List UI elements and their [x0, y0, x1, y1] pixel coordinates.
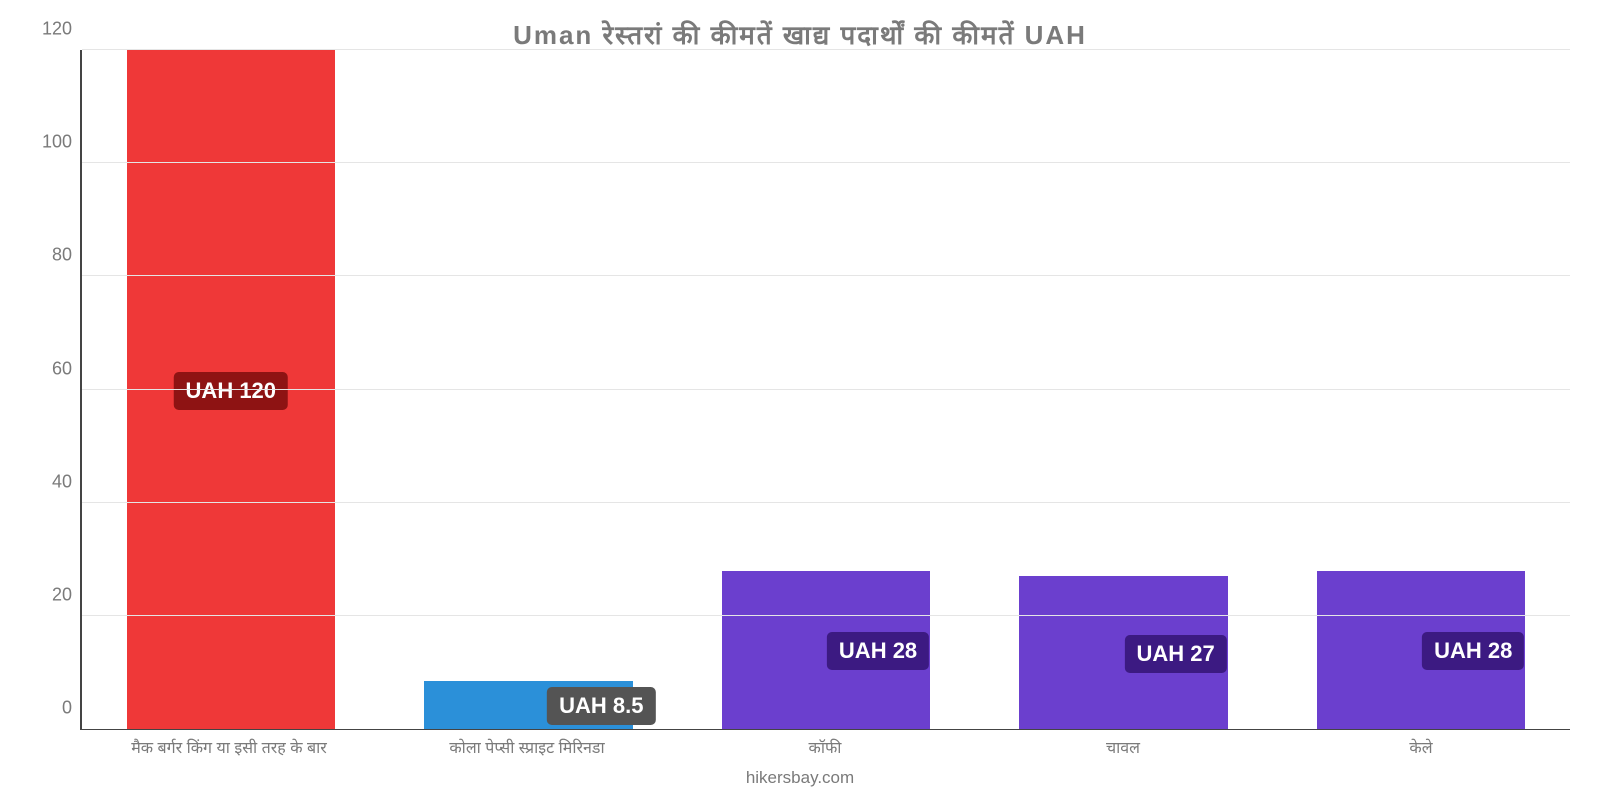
- y-tick-label: 20: [52, 584, 72, 605]
- bar-slot: UAH 28: [1272, 50, 1570, 729]
- x-tick-label: केले: [1272, 730, 1570, 758]
- bar: UAH 28: [1317, 571, 1525, 729]
- gridline: [82, 389, 1570, 390]
- gridline: [82, 615, 1570, 616]
- x-tick-label: कॉफी: [676, 730, 974, 758]
- bars-container: UAH 120 UAH 8.5 UAH 28 UAH 27 UAH 28: [82, 50, 1570, 729]
- bar: UAH 27: [1019, 576, 1227, 729]
- bar: UAH 28: [722, 571, 930, 729]
- price-chart: Uman रेस्तरां की कीमतें खाद्य पदार्थों क…: [0, 0, 1600, 800]
- bar: UAH 8.5: [424, 681, 632, 729]
- chart-title: Uman रेस्तरां की कीमतें खाद्य पदार्थों क…: [30, 16, 1570, 52]
- plot-area: UAH 120UAH 8.5UAH 28UAH 27UAH 28 0204060…: [80, 50, 1570, 730]
- bar-slot: UAH 27: [975, 50, 1273, 729]
- bar: UAH 120: [127, 50, 335, 729]
- y-tick-label: 120: [42, 19, 72, 40]
- y-tick-label: 40: [52, 471, 72, 492]
- bar-slot: UAH 120: [82, 50, 380, 729]
- chart-footer: hikersbay.com: [0, 768, 1600, 788]
- y-tick-label: 60: [52, 358, 72, 379]
- x-tick-label: मैक बर्गर किंग या इसी तरह के बार: [80, 730, 378, 758]
- value-badge: UAH 28: [1422, 632, 1524, 670]
- bar-slot: UAH 8.5: [380, 50, 678, 729]
- gridline: [82, 162, 1570, 163]
- value-badge: UAH 120: [174, 372, 288, 410]
- gridline: [82, 502, 1570, 503]
- y-tick-label: 100: [42, 132, 72, 153]
- gridline: [82, 49, 1570, 50]
- x-tick-label: कोला पेप्सी स्प्राइट मिरिनडा: [378, 730, 676, 758]
- bar-slot: UAH 28: [677, 50, 975, 729]
- value-badge: UAH 8.5: [547, 687, 655, 725]
- value-badge: UAH 28: [827, 632, 929, 670]
- value-badge: UAH 27: [1125, 635, 1227, 673]
- y-tick-label: 80: [52, 245, 72, 266]
- x-axis-labels: मैक बर्गर किंग या इसी तरह के बारकोला पेप…: [80, 730, 1570, 758]
- gridline: [82, 275, 1570, 276]
- x-tick-label: चावल: [974, 730, 1272, 758]
- y-tick-label: 0: [62, 698, 72, 719]
